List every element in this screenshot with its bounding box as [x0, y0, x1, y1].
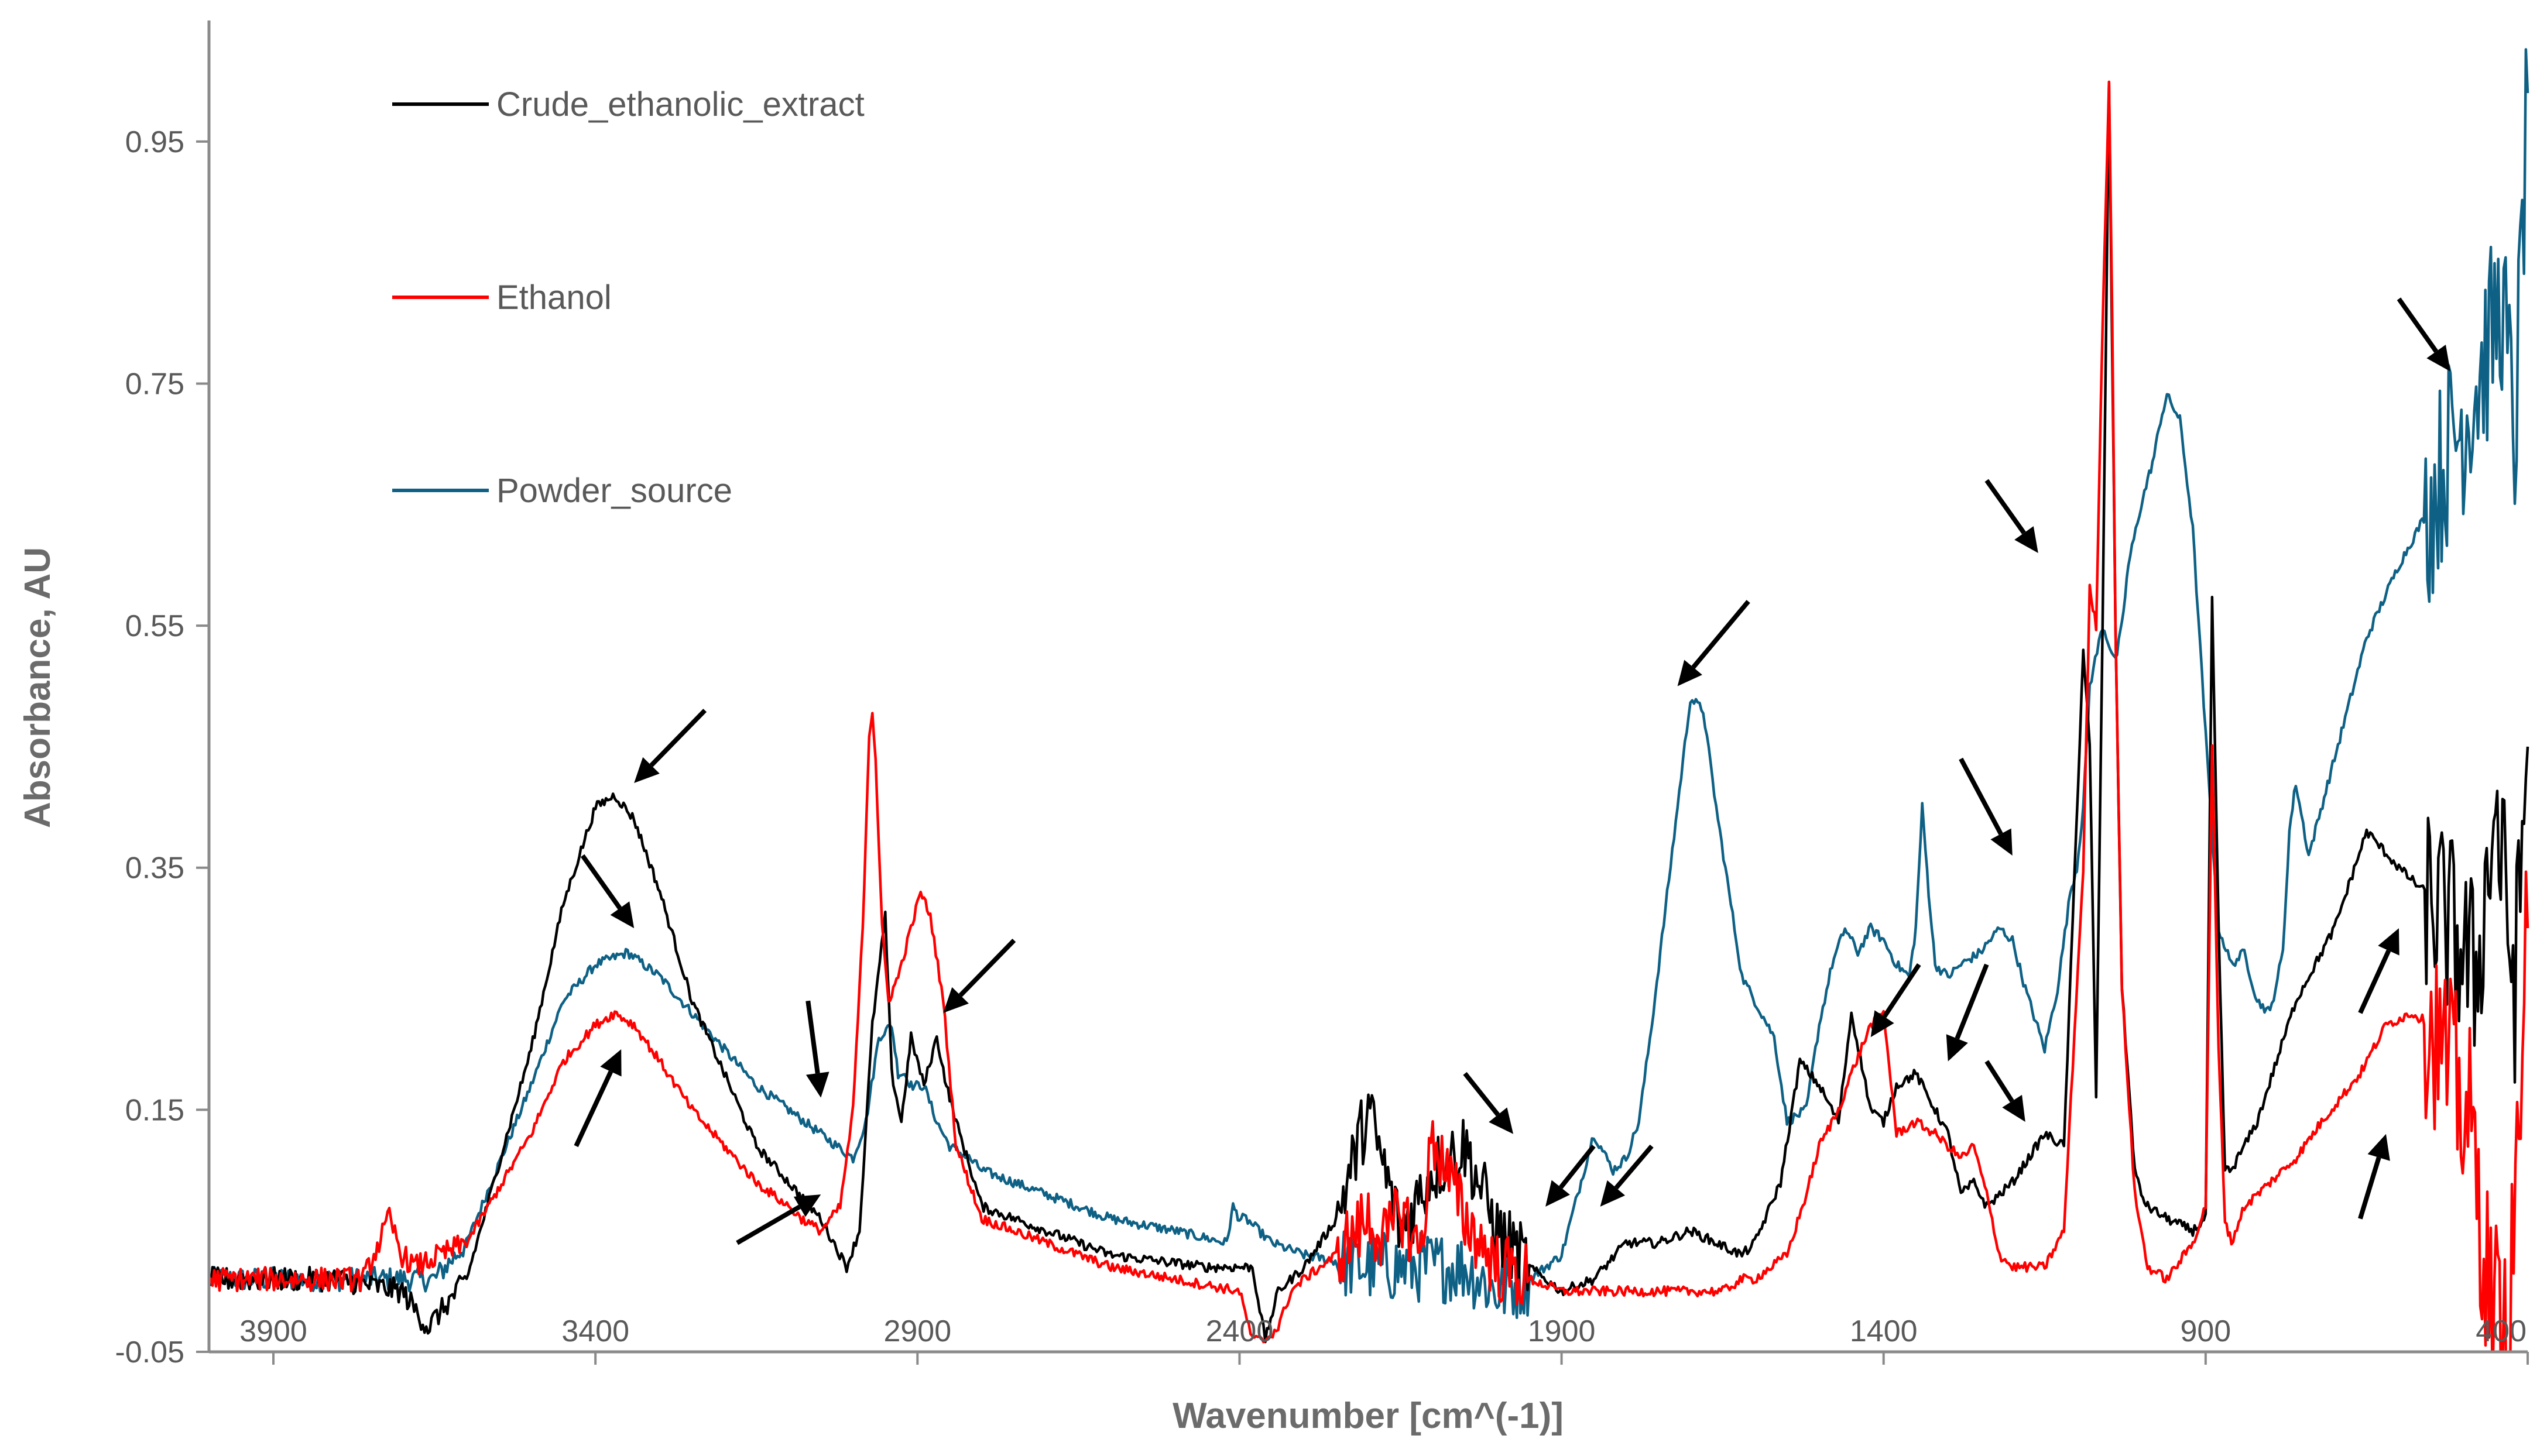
y-tick-label: 0.55: [125, 609, 184, 643]
annotation-arrow: [1545, 1144, 1596, 1207]
arrow-head: [1489, 1107, 1514, 1134]
x-tick-label: 1400: [1850, 1314, 1918, 1348]
annotation-arrow: [1870, 963, 1921, 1038]
legend-entry: Crude_ethanolic_extract: [392, 85, 865, 123]
legend-label: Powder_source: [496, 472, 732, 510]
x-tick-label: 1900: [1528, 1314, 1596, 1348]
arrow-head: [600, 1049, 622, 1077]
arrow-head: [1870, 1010, 1894, 1038]
arrow-head: [634, 757, 660, 783]
arrow-shaft: [1691, 600, 1750, 669]
arrow-shaft: [2358, 1156, 2381, 1220]
arrow-head: [1545, 1180, 1570, 1207]
x-tick-label: 400: [2476, 1314, 2527, 1348]
annotation-arrows: [574, 297, 2450, 1245]
chart-axes: [207, 20, 2528, 1354]
x-tick-label: 2900: [883, 1314, 951, 1348]
annotation-arrow: [574, 1049, 622, 1148]
x-axis-ticks: 3900 3400 2900 2400 1900 1400 900 400: [239, 1314, 2529, 1365]
y-tick-label: 0.75: [125, 367, 184, 401]
arrow-head: [1600, 1180, 1626, 1207]
arrow-shaft: [1463, 1072, 1500, 1117]
arrow-head: [2367, 1134, 2390, 1161]
annotation-arrow: [1677, 600, 1750, 686]
y-tick-label: -0.05: [115, 1335, 184, 1369]
y-tick-label: 0.35: [125, 851, 184, 885]
arrow-head: [2014, 526, 2038, 553]
arrow-head: [943, 987, 969, 1013]
arrow-head: [1946, 1034, 1968, 1062]
y-tick-label: 0.15: [125, 1093, 184, 1127]
arrow-shaft: [580, 854, 622, 910]
arrow-shaft: [2397, 297, 2438, 353]
arrow-head: [1990, 828, 2013, 856]
annotation-arrow: [634, 709, 707, 783]
arrow-shaft: [1984, 479, 2026, 535]
annotation-arrow: [943, 939, 1016, 1013]
plot-series: [209, 48, 2529, 1352]
arrow-shaft: [2358, 949, 2391, 1014]
annotation-arrow: [1984, 479, 2038, 553]
annotation-arrow: [1600, 1144, 1654, 1207]
legend-entry: Ethanol: [392, 279, 612, 317]
annotation-arrow: [2397, 297, 2450, 372]
legend-label: Crude_ethanolic_extract: [496, 85, 865, 123]
arrow-shaft: [1955, 963, 1989, 1040]
annotation-arrow: [2358, 1134, 2390, 1220]
arrow-head: [2378, 928, 2399, 956]
arrow-shaft: [1882, 963, 1921, 1018]
annotation-arrow: [1984, 1060, 2025, 1122]
annotation-arrow: [580, 854, 635, 929]
arrow-head: [2002, 1094, 2025, 1122]
annotation-arrow: [1463, 1072, 1514, 1134]
x-axis-title: Wavenumber [cm^(-1)]: [1173, 1396, 1564, 1436]
legend-entry: Powder_source: [392, 472, 732, 510]
arrow-shaft: [1614, 1144, 1654, 1190]
annotation-arrow: [736, 1194, 821, 1245]
arrow-head: [1677, 660, 1702, 686]
arrow-head: [805, 1072, 829, 1098]
x-tick-label: 3400: [561, 1314, 629, 1348]
chart-legend: Crude_ethanolic_extract Ethanol Powder_sou…: [392, 85, 865, 510]
y-tick-label: 0.95: [125, 125, 184, 159]
arrow-shaft: [649, 709, 707, 767]
series-line-powder-source: [209, 48, 2529, 1319]
series-line-crude-ethanolic-extract: [209, 81, 2529, 1344]
annotation-arrow: [1946, 963, 1989, 1062]
arrow-head: [610, 901, 635, 929]
annotation-arrow: [1959, 757, 2013, 856]
arrow-shaft: [1559, 1144, 1596, 1189]
annotation-arrow: [2358, 928, 2399, 1014]
arrow-head: [793, 1194, 821, 1217]
arrow-shaft: [736, 1204, 801, 1245]
y-axis-ticks: -0.05 0.15 0.35 0.55 0.75 0.95: [115, 125, 209, 1369]
x-tick-label: 2400: [1206, 1314, 1274, 1348]
arrow-head: [2426, 344, 2450, 372]
x-tick-label: 3900: [239, 1314, 307, 1348]
arrow-shaft: [1959, 757, 2003, 835]
annotation-arrow: [805, 1000, 829, 1098]
arrow-shaft: [1984, 1060, 2014, 1103]
arrow-shaft: [958, 939, 1016, 997]
y-axis-title: Absorbance, AU: [18, 547, 58, 828]
arrow-shaft: [805, 1000, 820, 1074]
arrow-shaft: [574, 1070, 613, 1148]
x-tick-label: 900: [2180, 1314, 2231, 1348]
legend-label: Ethanol: [496, 279, 612, 317]
series-line-ethanol: [209, 80, 2529, 1352]
